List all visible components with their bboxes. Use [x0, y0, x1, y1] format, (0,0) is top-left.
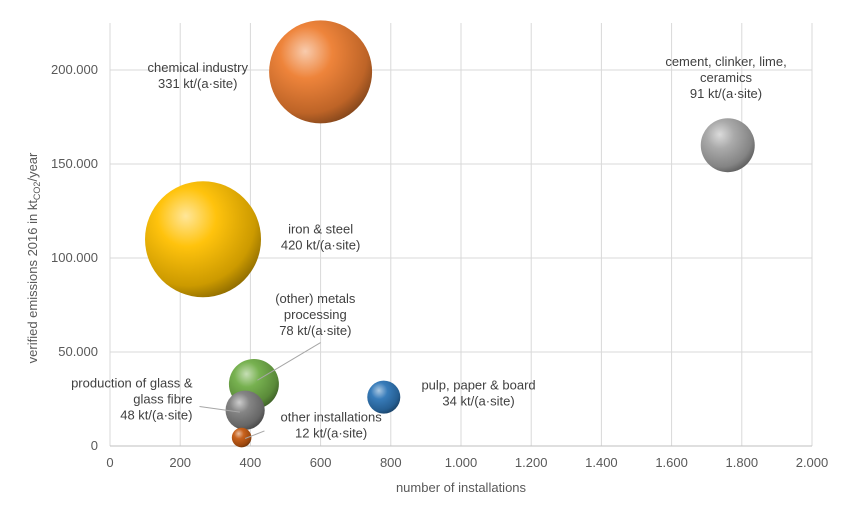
y-axis-title: verified emissions 2016 in ktCO2/year — [25, 152, 42, 363]
data-label-glass: production of glass & glass fibre 48 kt/(a… — [71, 376, 193, 423]
x-tick-label: 800 — [380, 455, 402, 470]
y-tick-label: 0 — [91, 438, 98, 453]
x-tick-label: 1.800 — [726, 455, 759, 470]
y-tick-label: 150.000 — [51, 156, 98, 171]
data-label-iron-steel: iron & steel 420 kt/(a·site) — [281, 222, 360, 253]
leader-line — [199, 406, 240, 413]
x-tick-label: 2.000 — [796, 455, 829, 470]
leader-line — [244, 430, 265, 439]
y-tick-label: 100.000 — [51, 250, 98, 265]
data-label-other-installations: other installations 12 kt/(a·site) — [281, 410, 383, 441]
bubble-labels: chemical industry 331 kt/(a·site) cement, … — [71, 54, 787, 440]
x-axis-title: number of installations — [396, 480, 527, 495]
y-tick-label: 50.000 — [58, 344, 98, 359]
x-tick-label: 0 — [106, 455, 113, 470]
bubble-chemical-industry — [269, 20, 373, 124]
data-label-chemical-industry: chemical industry 331 kt/(a·site) — [148, 60, 249, 91]
x-tick-label: 1.400 — [585, 455, 618, 470]
data-label-other-metals: (other) metals processing 78 kt/(a·site) — [275, 291, 356, 338]
bubble-pulp-paper — [367, 380, 401, 414]
leader-line — [257, 342, 321, 381]
x-tick-label: 1.000 — [445, 455, 478, 470]
bubble-glass — [225, 390, 265, 430]
data-label-cement: cement, clinker, lime, ceramics 91 kt/(a·s… — [665, 54, 786, 101]
bubble-cement — [700, 118, 755, 173]
data-label-pulp-paper: pulp, paper & board 34 kt/(a·site) — [421, 378, 535, 409]
y-tick-label: 200.000 — [51, 62, 98, 77]
x-tick-label: 1.600 — [655, 455, 688, 470]
bubble-other-installations — [231, 427, 252, 448]
x-tick-label: 400 — [240, 455, 262, 470]
bubble-iron-steel — [145, 181, 262, 298]
x-tick-label: 600 — [310, 455, 332, 470]
bubbles — [145, 20, 755, 448]
axes: 0 200 400 600 800 1.000 1.200 1.400 1.600 1.800 2.… — [51, 62, 828, 470]
x-tick-label: 1.200 — [515, 455, 548, 470]
x-tick-label: 200 — [169, 455, 191, 470]
